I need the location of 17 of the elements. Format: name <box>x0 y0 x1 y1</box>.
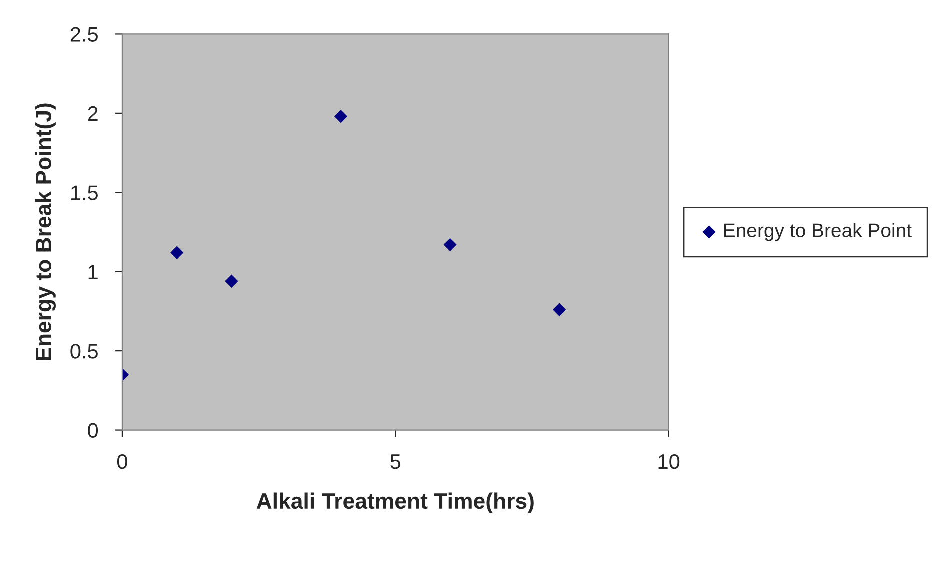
y-tick-label: 1.5 <box>71 186 98 200</box>
x-axis-title: Alkali Treatment Time(hrs) <box>256 492 534 514</box>
point <box>444 238 457 252</box>
x-tick-label: 5 <box>390 454 401 470</box>
y-tick-label: 0.5 <box>70 344 98 359</box>
x-tick-label: 10 <box>658 454 680 470</box>
y-tick-label: 2.5 <box>70 27 98 42</box>
point <box>334 110 348 124</box>
legend-label: Energy to Break Point <box>724 223 912 242</box>
point <box>552 303 566 316</box>
y-tick-label: 1 <box>88 265 98 280</box>
point <box>225 274 238 288</box>
y-tick-label: 0 <box>88 423 98 438</box>
point <box>170 246 184 260</box>
y-tick-label: 2 <box>88 106 98 121</box>
y-axis-title: Energy to Break Point(J) <box>35 104 56 360</box>
x-tick-label: 0 <box>117 454 128 470</box>
